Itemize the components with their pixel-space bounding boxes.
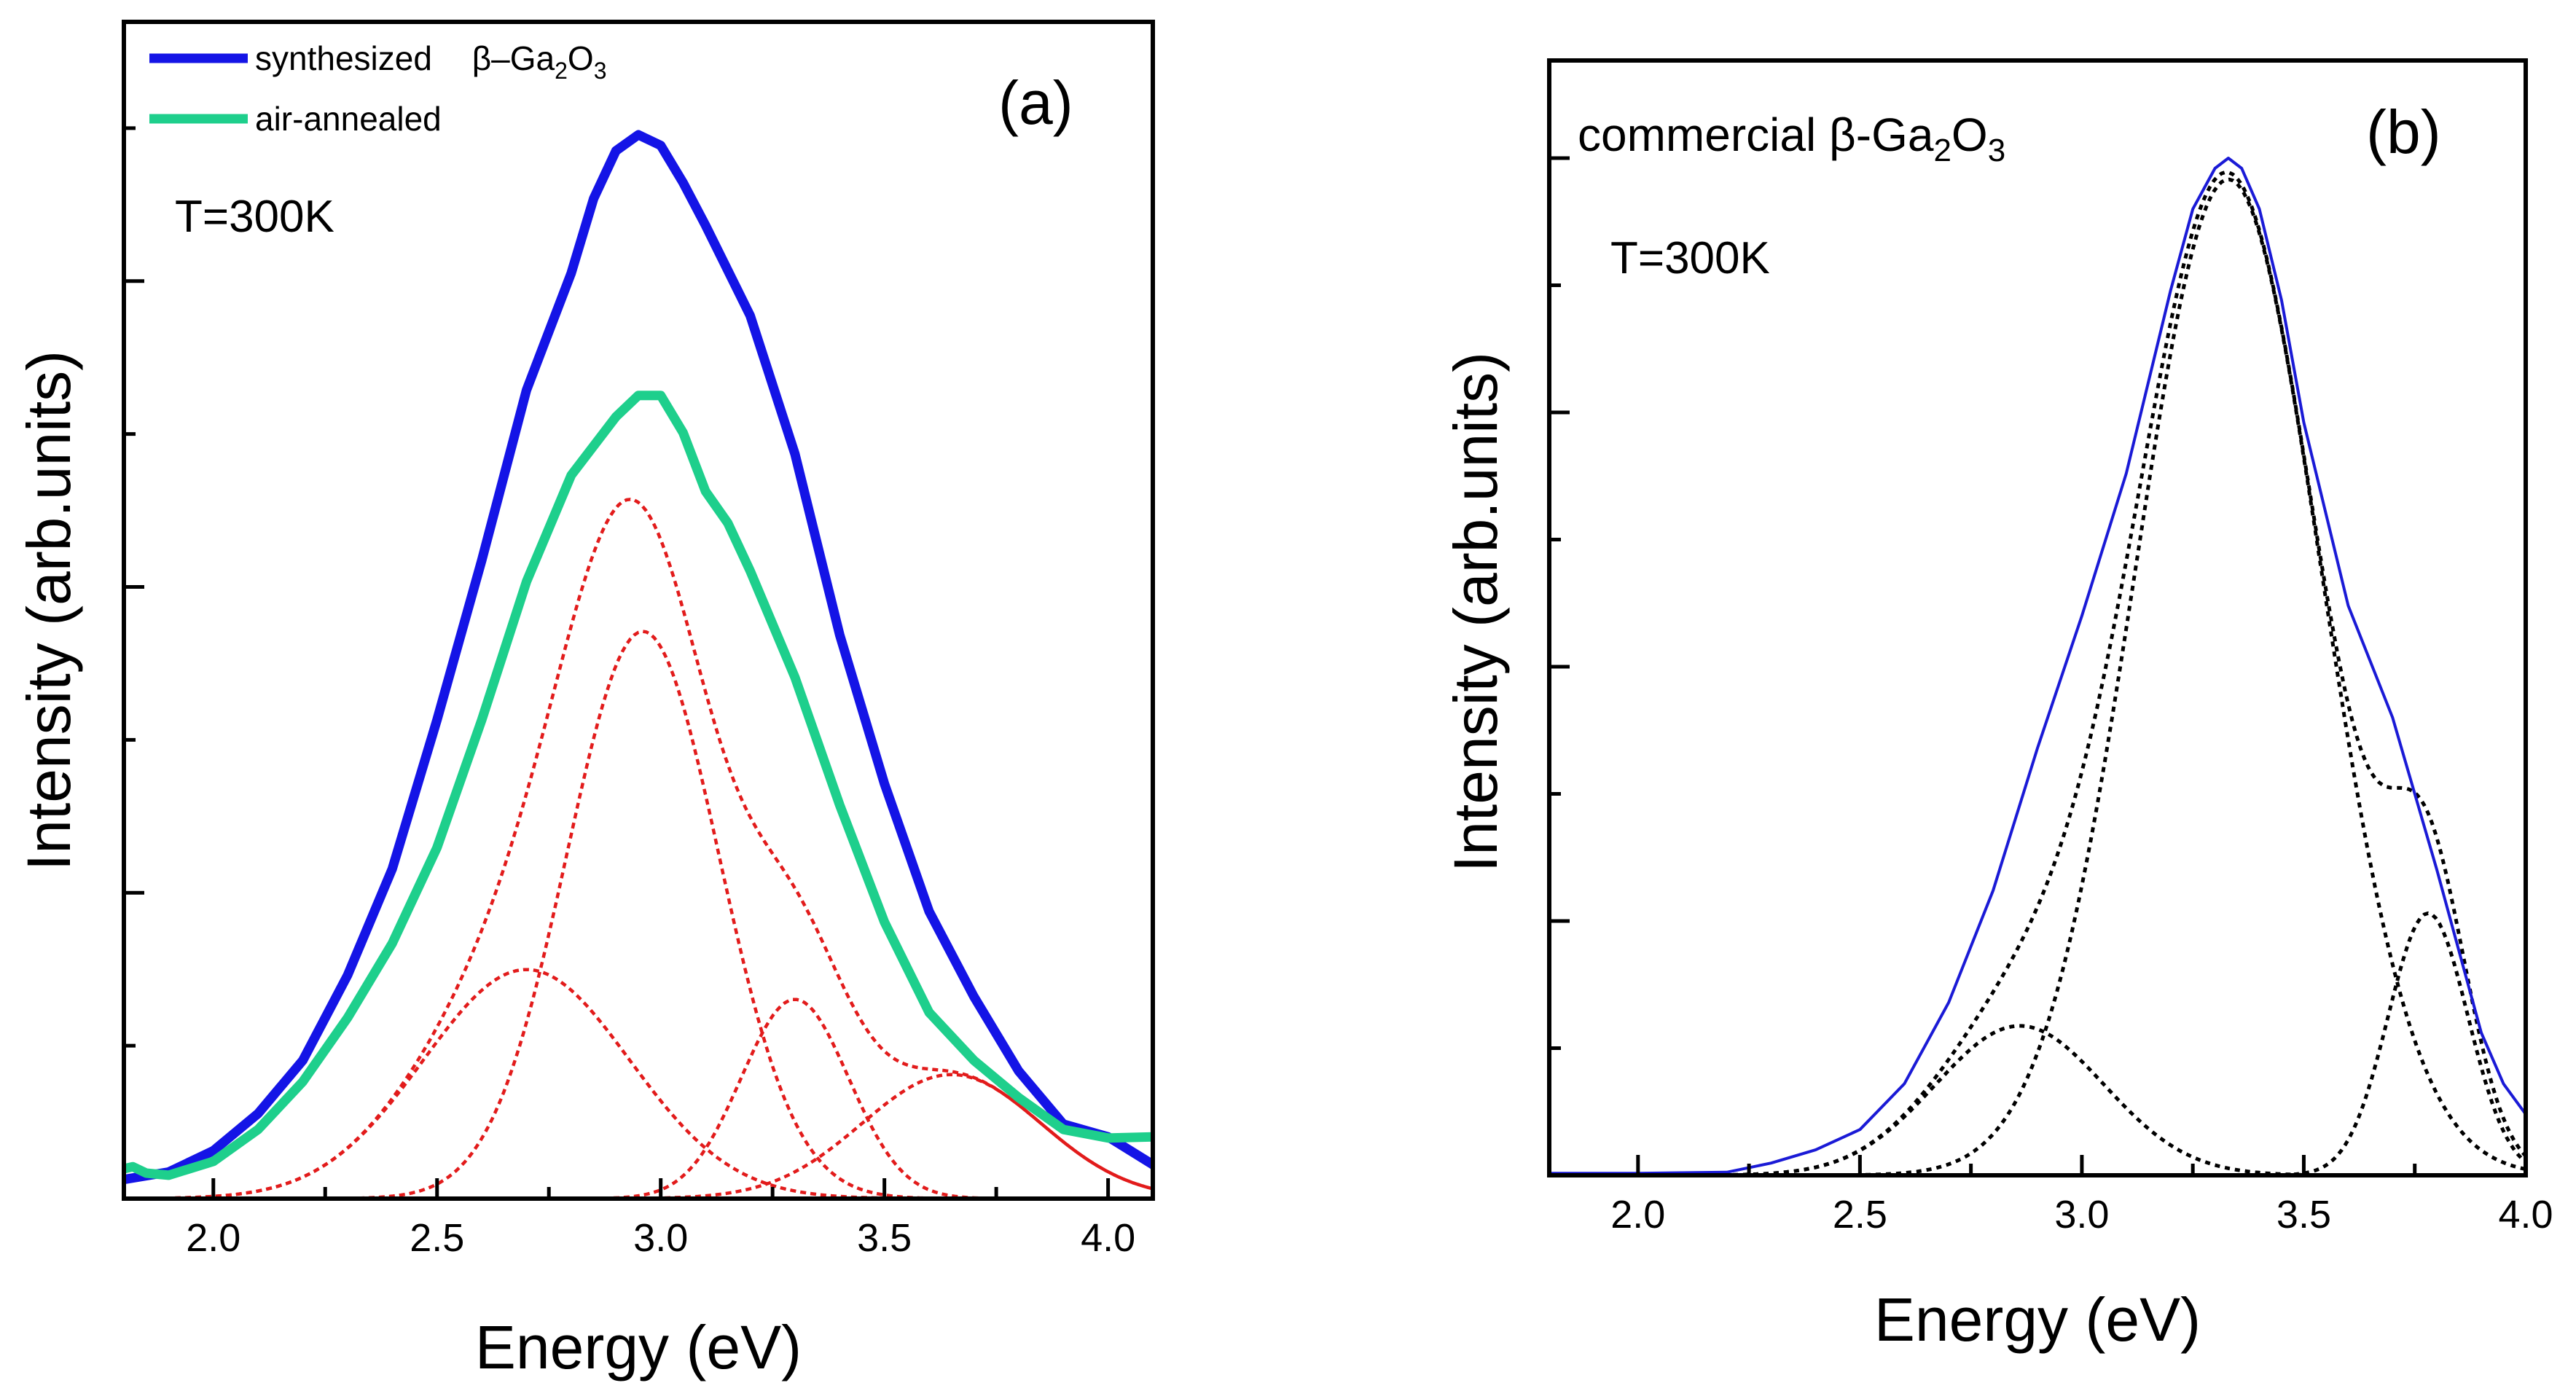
x-tick-label: 3.0	[633, 1216, 688, 1260]
legend-label-air-annealed: air-annealed	[255, 100, 442, 138]
panel-b-series-commercial-ga2o3	[1549, 157, 2526, 1175]
x-tick-label: 2.0	[1610, 1193, 1665, 1237]
panel-b-ticks	[1549, 156, 2528, 1175]
x-tick-label: 3.0	[2054, 1193, 2109, 1237]
x-tick-label: 2.0	[186, 1216, 240, 1260]
panel-b-x-axis-label: Energy (eV)	[1874, 1285, 2201, 1354]
legend-label-synthesized: synthesized β–Ga2O3	[255, 39, 606, 84]
panel-a-series-air-annealed	[124, 391, 1153, 1180]
x-tick-label: 2.5	[410, 1216, 464, 1260]
panel-a-series-gaussian-peak-1	[124, 968, 1153, 1199]
panel-a-series-gaussian-peak-3	[124, 998, 1153, 1199]
panel-b-title: commercial β-Ga2O3	[1578, 109, 2005, 168]
panel-a-legend: synthesized β–Ga2O3 air-annealed	[149, 39, 606, 138]
x-tick-label: 4.0	[1081, 1216, 1135, 1260]
panel-a-x-axis-label: Energy (eV)	[475, 1313, 802, 1382]
panel-a-ticks	[124, 126, 1111, 1199]
panel-a-letter: (a)	[998, 68, 1073, 137]
panel-a-y-axis-label: Intensity (arb.units)	[15, 350, 83, 871]
panel-b-series-group	[1549, 157, 2526, 1175]
panel-b: 2.0 2.5 3.0 3.5 4.0 Energy (eV) Intensity (a…	[1441, 58, 2553, 1354]
x-tick-label: 3.5	[857, 1216, 912, 1260]
panel-b-series-gaussian-peak-3	[1549, 911, 2526, 1175]
panel-b-frame	[1547, 58, 2528, 1177]
panel-a: 2.0 2.5 3.0 3.5 4.0 Energy (eV) Intensity (a…	[15, 20, 1155, 1382]
panel-b-plot-area	[1549, 157, 2526, 1175]
panel-a-series-gaussian-peak-2	[124, 630, 1153, 1199]
panel-a-series-group	[124, 130, 1153, 1199]
panel-a-frame	[122, 20, 1155, 1201]
panel-a-x-tick-labels: 2.0 2.5 3.0 3.5 4.0	[186, 1216, 1135, 1260]
panel-a-temperature: T=300K	[175, 192, 334, 242]
panel-a-plot-area	[124, 130, 1153, 1199]
panel-b-series-gaussian-peak-2	[1549, 177, 2526, 1175]
legend-formula: β–Ga	[472, 39, 555, 77]
x-tick-label: 3.5	[2276, 1193, 2331, 1237]
x-tick-label: 2.5	[1833, 1193, 1887, 1237]
x-tick-label: 4.0	[2498, 1193, 2553, 1237]
panel-b-series-fit-envelope	[1549, 170, 2526, 1175]
panel-b-x-tick-labels: 2.0 2.5 3.0 3.5 4.0	[1610, 1193, 2553, 1237]
panel-b-temperature: T=300K	[1610, 233, 1770, 283]
panel-b-letter: (b)	[2366, 98, 2441, 166]
panel-b-y-axis-label: Intensity (arb.units)	[1441, 352, 1510, 872]
panel-a-series-synthesized-ga2o3	[124, 130, 1153, 1185]
